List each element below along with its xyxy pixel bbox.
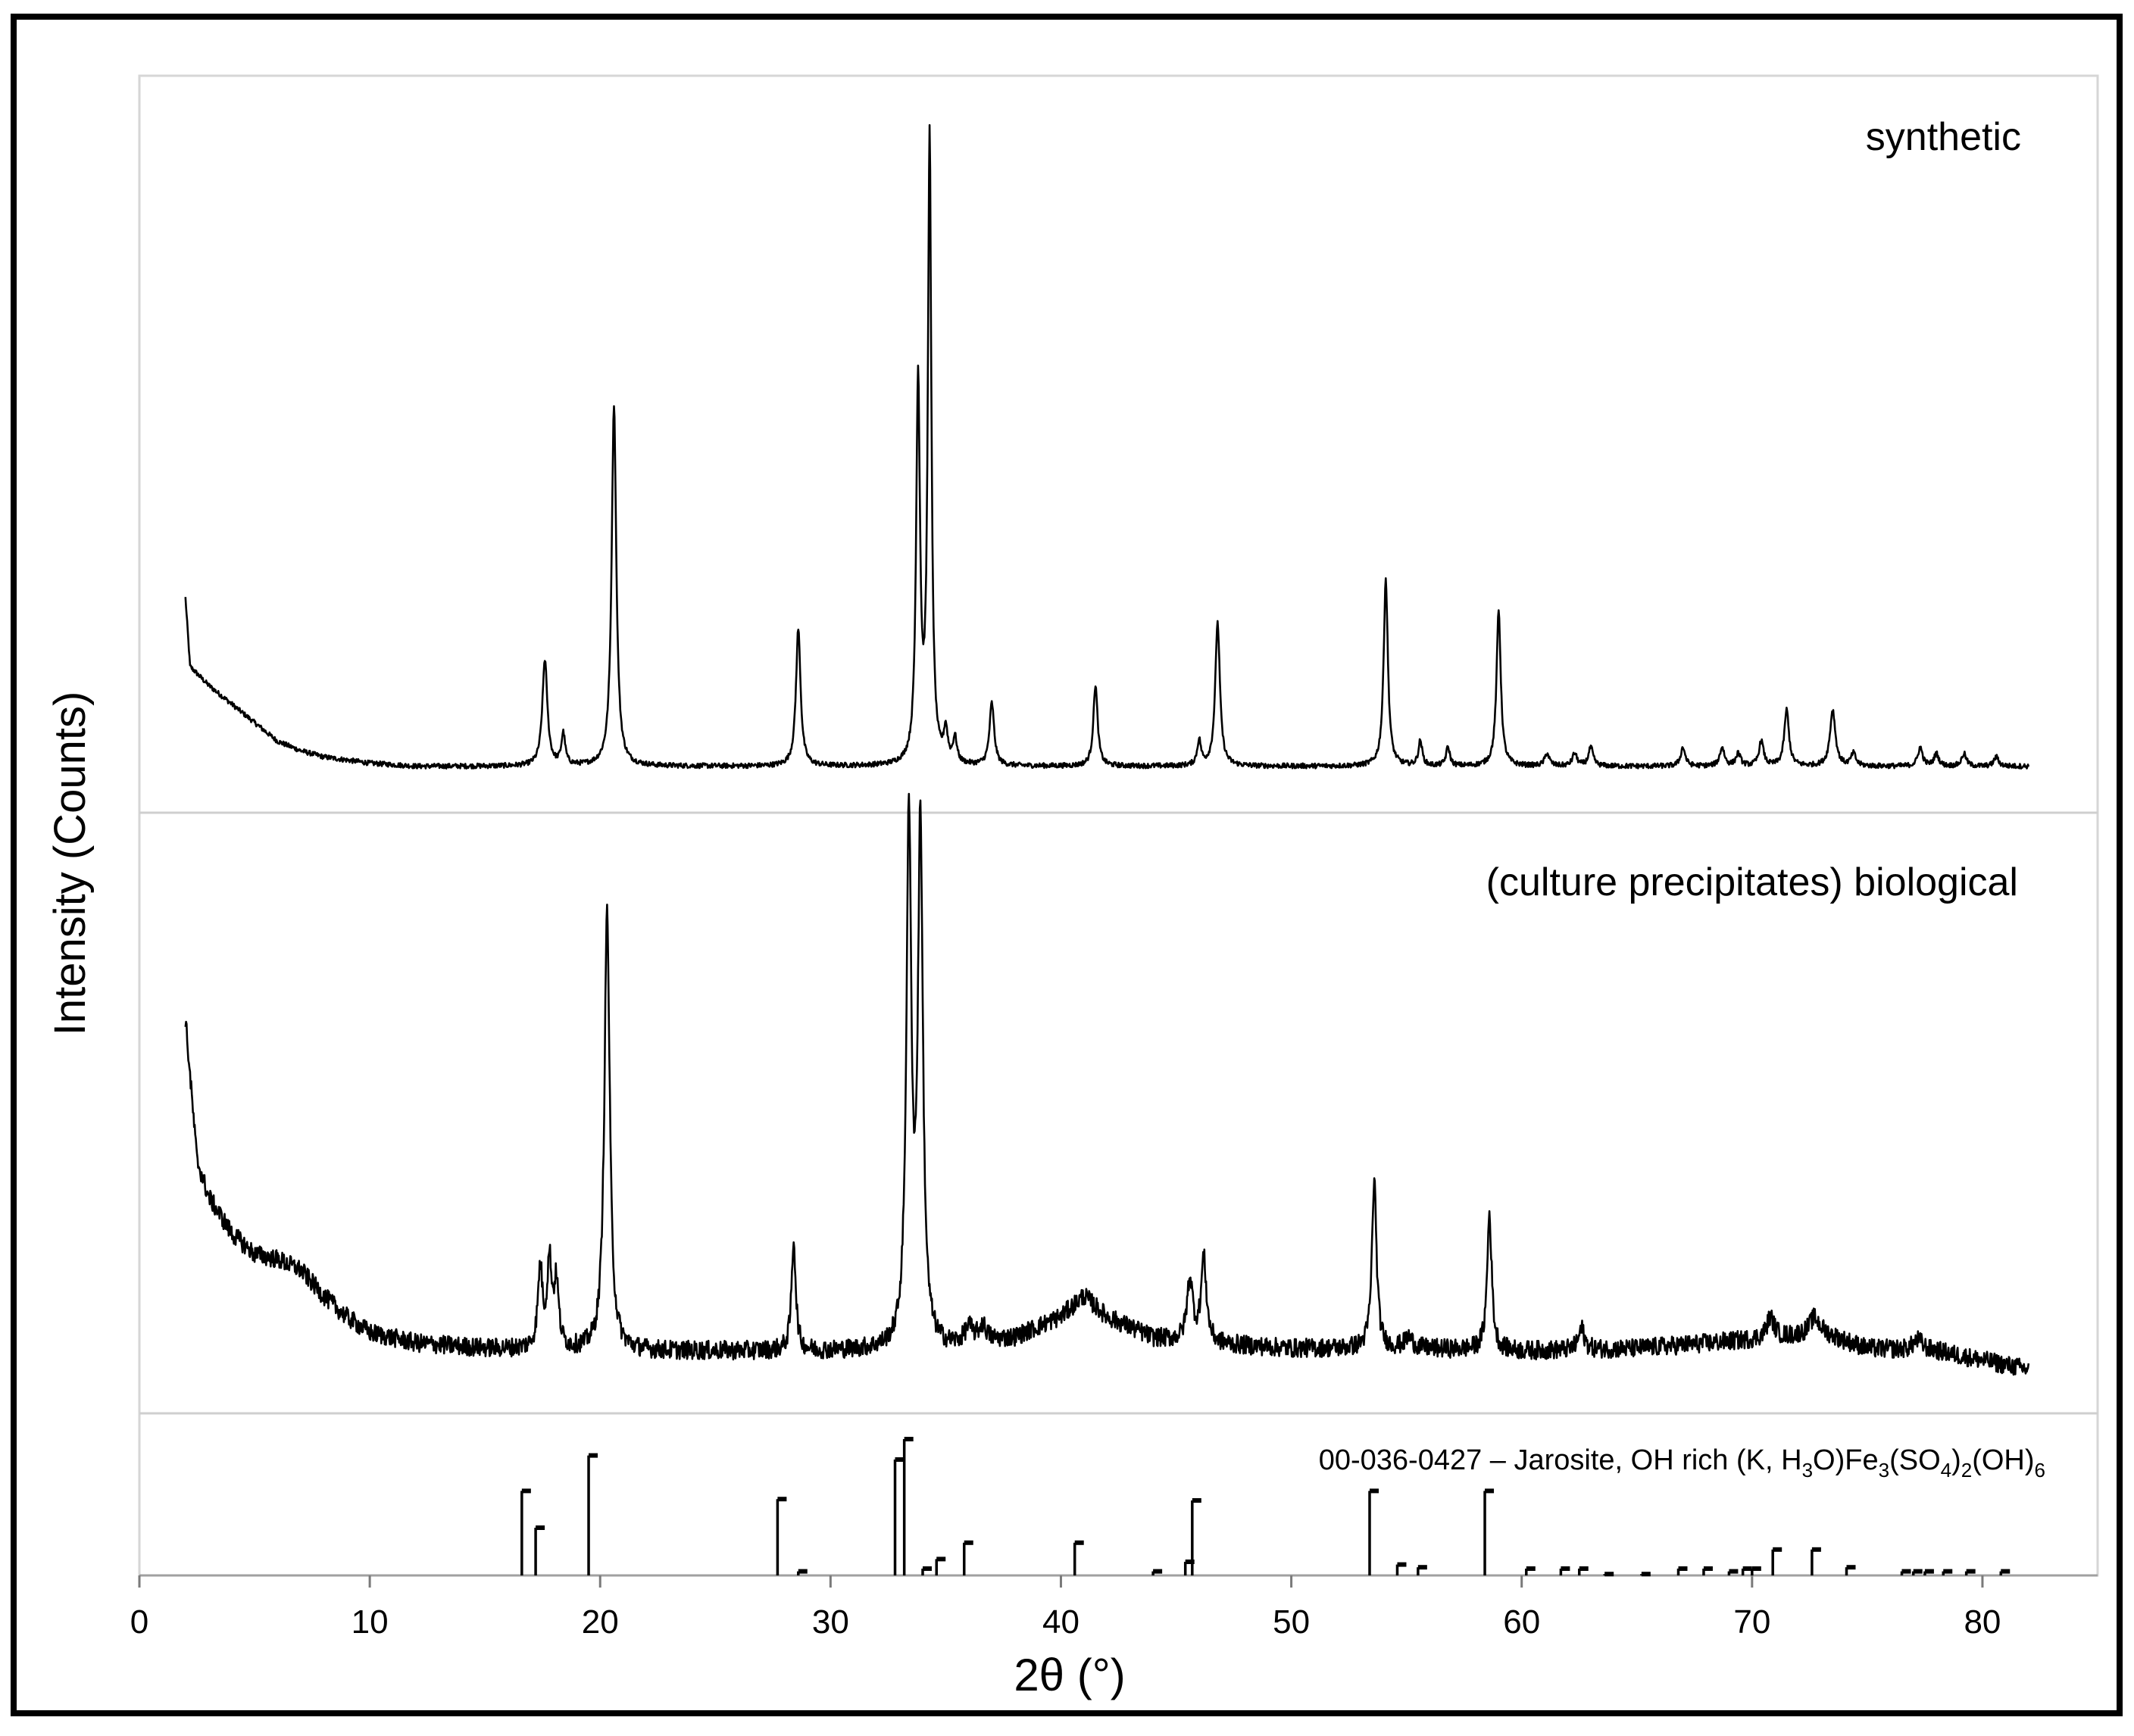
x-tick-label-60: 60 [1503,1603,1540,1641]
x-tick-label-50: 50 [1273,1603,1310,1641]
x-tick-label-30: 30 [812,1603,849,1641]
x-axis-tick-labels: 0 10 20 30 40 50 60 70 80 [130,1603,2001,1641]
y-axis-title: Intensity (Counts) [45,692,95,1036]
x-axis-title: 2θ (°) [1014,1650,1125,1700]
x-tick-label-70: 70 [1733,1603,1770,1641]
series-line-synthetic [184,123,2030,770]
reference-stick-pattern [520,1437,2011,1577]
x-axis-ticks [138,1575,1984,1588]
x-tick-label-0: 0 [130,1603,148,1641]
x-tick-label-10: 10 [352,1603,389,1641]
reference-pattern-label: 00-036-0427 – Jarosite, OH rich (K, H3O)… [1319,1444,2045,1482]
x-tick-label-20: 20 [582,1603,619,1641]
x-tick-label-40: 40 [1042,1603,1079,1641]
x-tick-label-80: 80 [1964,1603,2001,1641]
series-line-biological [184,792,2030,1376]
panel-label-synthetic: synthetic [1866,115,2021,159]
panel-label-biological: (culture precipitates) biological [1486,860,2018,904]
